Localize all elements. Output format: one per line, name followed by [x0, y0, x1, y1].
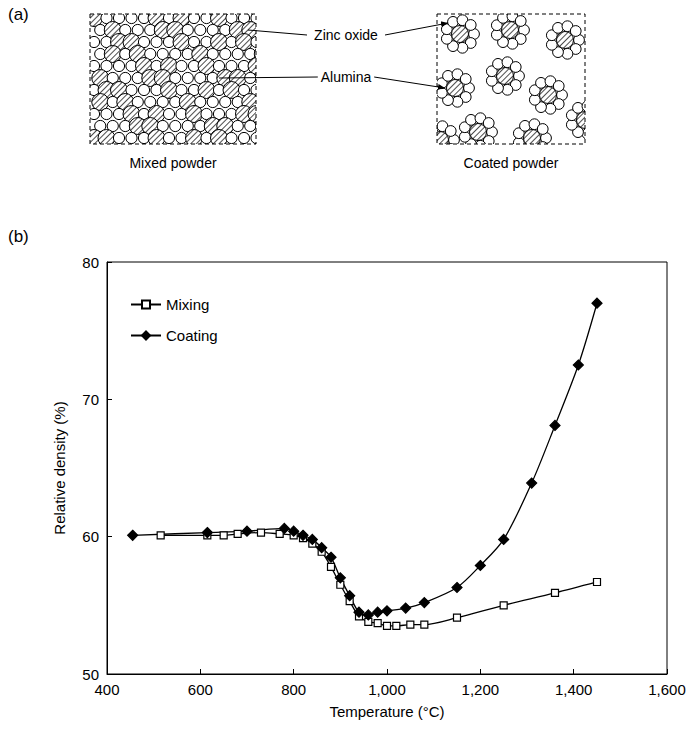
svg-text:Coated powder: Coated powder [464, 155, 559, 171]
svg-text:50: 50 [82, 666, 99, 683]
svg-text:80: 80 [82, 254, 99, 271]
svg-text:60: 60 [82, 528, 99, 545]
svg-text:70: 70 [82, 391, 99, 408]
svg-text:Zinc oxide: Zinc oxide [314, 27, 378, 43]
svg-text:Temperature (°C): Temperature (°C) [329, 703, 444, 720]
svg-text:(a): (a) [8, 5, 29, 24]
svg-text:400: 400 [94, 681, 119, 698]
svg-text:Mixed powder: Mixed powder [129, 155, 216, 171]
svg-text:Coating: Coating [166, 327, 218, 344]
svg-text:Mixing: Mixing [166, 296, 209, 313]
svg-text:1,400: 1,400 [555, 681, 593, 698]
svg-text:Relative density (%): Relative density (%) [51, 401, 68, 534]
svg-text:Alumina: Alumina [321, 69, 372, 85]
svg-text:1,600: 1,600 [648, 681, 686, 698]
svg-text:800: 800 [281, 681, 306, 698]
svg-text:600: 600 [188, 681, 213, 698]
svg-text:1,200: 1,200 [462, 681, 500, 698]
svg-text:(b): (b) [8, 227, 29, 246]
svg-text:1,000: 1,000 [368, 681, 406, 698]
